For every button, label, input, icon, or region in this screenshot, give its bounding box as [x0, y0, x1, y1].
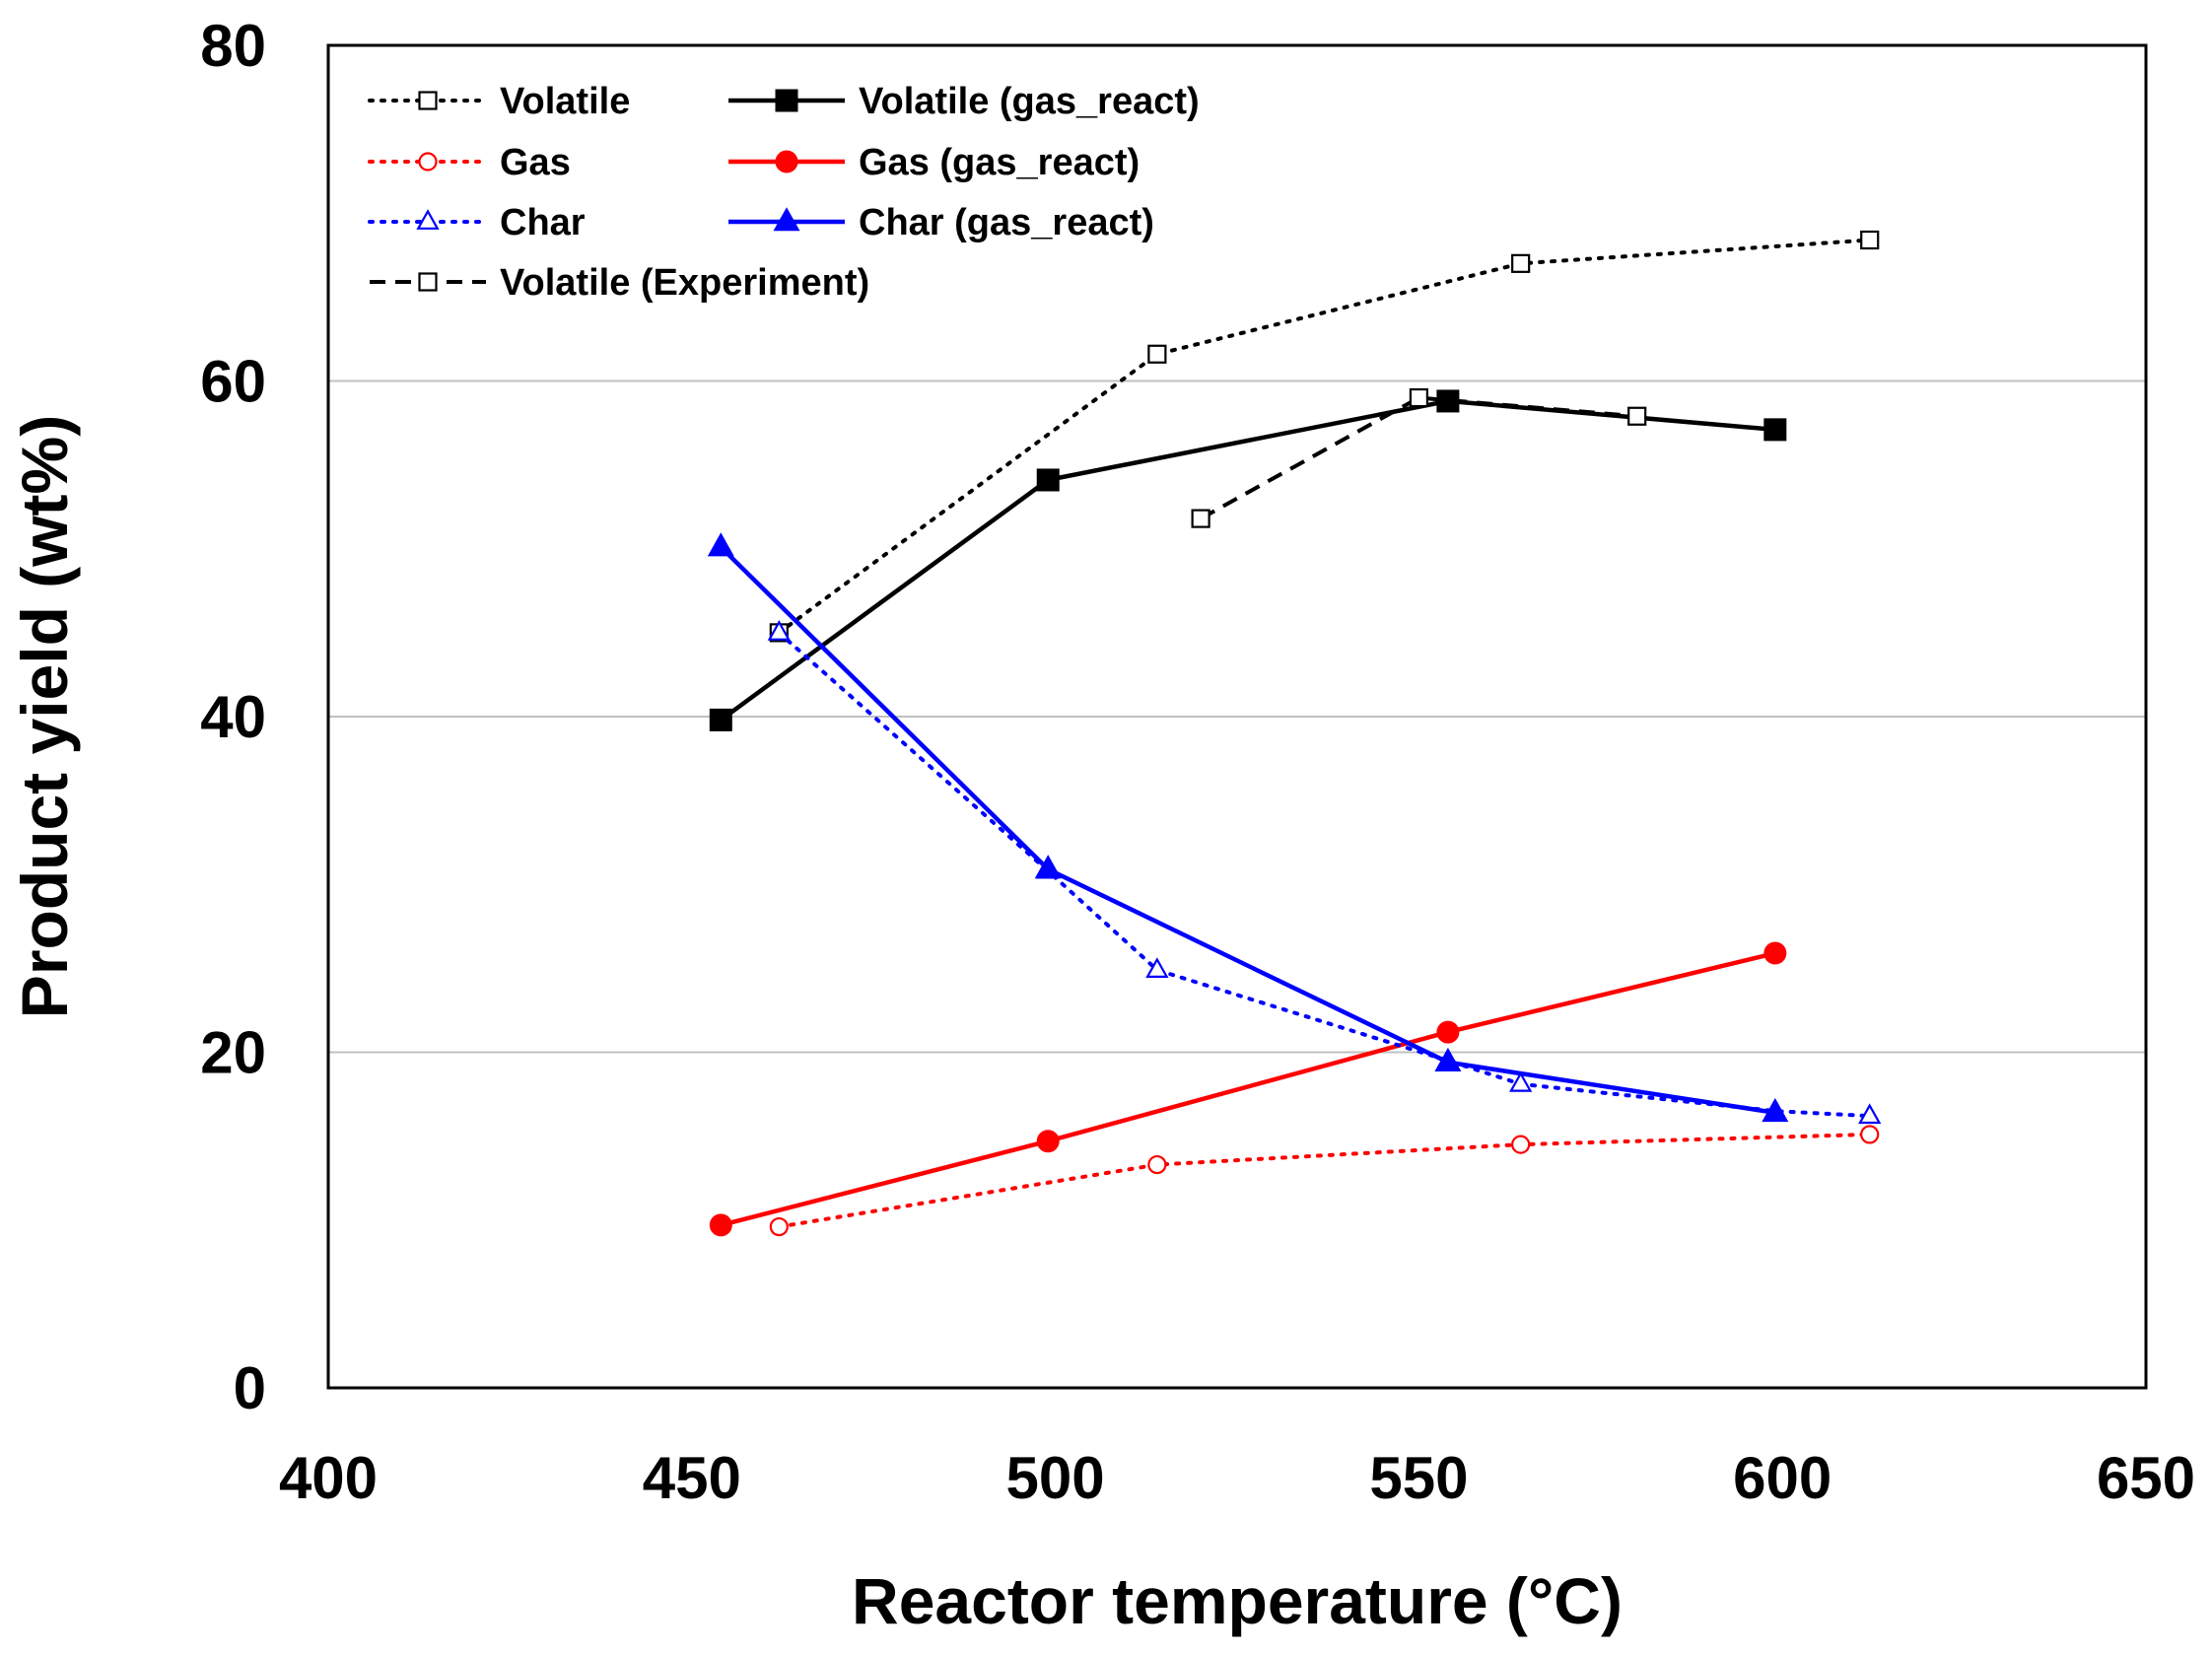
point-volatile-2 [1511, 253, 1531, 273]
legend-entry-char: Char [368, 202, 586, 243]
plot-area-frame [326, 43, 2148, 1390]
point-gas-0 [769, 1216, 789, 1237]
series-line-volatile-experiment [1200, 395, 1637, 520]
legend: Volatile Volatile (gas_react) Gas Gas (gas_… [368, 81, 1200, 304]
legend-entry-volatile-gas-react: Volatile (gas_react) [728, 81, 1200, 122]
point-volatile-experiment-1 [1409, 387, 1429, 408]
x-tick-label-600: 600 [1733, 1445, 1832, 1511]
point-char-4 [1509, 1070, 1533, 1092]
gridlines [328, 379, 2146, 1054]
x-tick-label-650: 650 [2097, 1445, 2195, 1511]
x-tick-label-500: 500 [1006, 1445, 1105, 1511]
point-gas-3 [1860, 1125, 1880, 1144]
legend-entry-char-gas-react: Char (gas_react) [728, 202, 1154, 243]
x-tick-label-450: 450 [643, 1445, 741, 1511]
point-volatile-3 [1860, 230, 1880, 250]
y-tick-label-0: 0 [234, 1355, 266, 1421]
legend-marker-gas [418, 152, 438, 172]
point-char-gas-react-1 [1034, 855, 1062, 879]
y-tick-label-60: 60 [200, 349, 266, 415]
point-gas-gas-react-0 [709, 1213, 732, 1237]
y-axis-tick-labels: 0 20 40 60 80 [200, 13, 266, 1421]
legend-marker-volatile [418, 91, 438, 110]
point-char-gas-react-2 [1434, 1047, 1462, 1072]
legend-label-volatile-experiment: Volatile (Experiment) [500, 262, 869, 304]
legend-entry-gas-gas-react: Gas (gas_react) [728, 142, 1140, 183]
legend-label-char-gas-react: Char (gas_react) [859, 202, 1154, 243]
legend-label-char: Char [500, 202, 586, 243]
series-line-char-gas-react [719, 545, 1776, 1116]
x-tick-label-550: 550 [1369, 1445, 1468, 1511]
y-tick-label-80: 80 [200, 13, 266, 79]
point-char-2 [1145, 957, 1169, 978]
x-axis-tick-labels: 400 450 500 550 600 650 [279, 1445, 2195, 1511]
point-gas-1 [1147, 1154, 1167, 1175]
point-gas-gas-react-3 [1763, 941, 1787, 965]
series-layer [707, 230, 1882, 1237]
point-volatile-experiment-0 [1191, 509, 1210, 528]
legend-marker-char [416, 209, 440, 230]
point-char-gas-react-3 [1762, 1098, 1789, 1123]
point-char-gas-react-0 [707, 532, 734, 557]
series-line-gas-gas-react [720, 950, 1776, 1228]
legend-marker-char-gas-react [773, 207, 800, 232]
y-tick-label-20: 20 [200, 1020, 266, 1086]
series-line-volatile [777, 238, 1872, 635]
legend-marker-volatile-gas-react [775, 89, 798, 112]
series-gas [769, 1125, 1880, 1237]
y-axis-title: Product yield (wt%) [8, 415, 81, 1018]
point-gas-gas-react-2 [1436, 1020, 1460, 1044]
series-gas-gas-react [709, 941, 1787, 1237]
y-tick-label-40: 40 [200, 684, 266, 750]
point-volatile-gas-react-1 [1036, 468, 1060, 492]
point-char-0 [767, 620, 791, 641]
series-char-gas-react [707, 532, 1789, 1123]
point-volatile-gas-react-3 [1763, 418, 1787, 442]
legend-marker-volatile-experiment [418, 272, 438, 292]
legend-marker-gas-gas-react [775, 150, 798, 173]
series-line-gas [777, 1132, 1872, 1229]
point-gas-2 [1511, 1135, 1531, 1154]
legend-entry-volatile-experiment: Volatile (Experiment) [370, 262, 869, 304]
point-volatile-1 [1147, 344, 1167, 364]
point-volatile-gas-react-0 [709, 708, 732, 731]
legend-label-volatile-gas-react: Volatile (gas_react) [859, 81, 1200, 122]
x-tick-label-400: 400 [279, 1445, 378, 1511]
point-volatile-experiment-2 [1627, 406, 1647, 426]
series-volatile-experiment [1191, 387, 1647, 528]
legend-label-gas: Gas [500, 142, 571, 183]
legend-entry-gas: Gas [368, 142, 571, 183]
legend-label-volatile: Volatile [500, 81, 630, 122]
legend-entry-volatile: Volatile [368, 81, 630, 122]
x-axis-title: Reactor temperature (°C) [852, 1564, 1623, 1637]
point-gas-gas-react-1 [1036, 1130, 1060, 1153]
point-char-6 [1858, 1103, 1882, 1125]
legend-label-gas-gas-react: Gas (gas_react) [859, 142, 1140, 183]
